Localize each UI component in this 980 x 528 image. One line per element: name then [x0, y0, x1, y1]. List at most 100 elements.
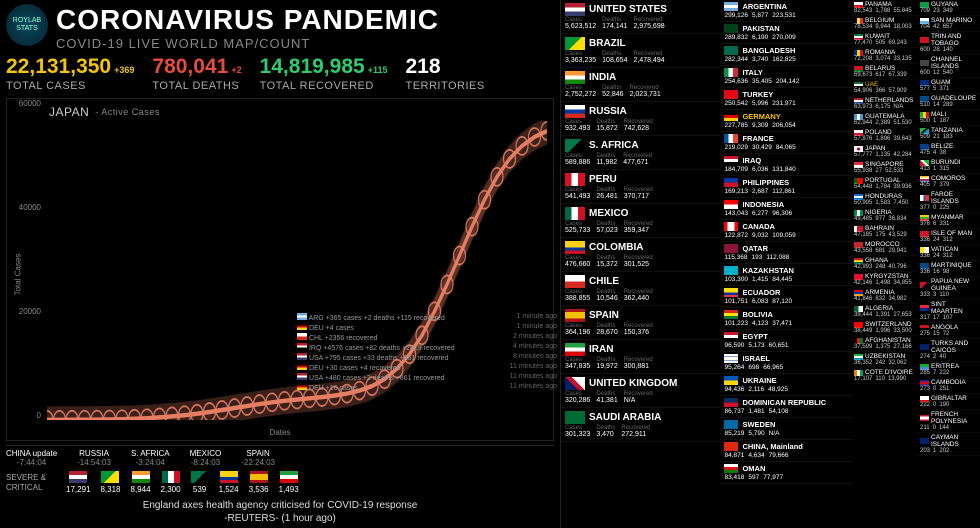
- flag-icon: [297, 323, 307, 330]
- country-row[interactable]: PORTUGAL54,4481,78439,936: [852, 176, 918, 192]
- country-row[interactable]: TANZANIA50921183: [918, 126, 980, 142]
- country-row[interactable]: SAUDI ARABIA Cases301,323Deaths3,470Reco…: [561, 408, 720, 442]
- country-row[interactable]: ANGOLA2751572: [918, 323, 980, 339]
- country-row[interactable]: BELARUS69,67361767,339: [852, 64, 918, 80]
- country-row[interactable]: PAKISTAN 289,8326,190270,009: [720, 22, 852, 44]
- country-row[interactable]: SWEDEN 85,2195,790N/A: [720, 418, 852, 440]
- country-row[interactable]: PHILIPPINES 169,2132,687112,861: [720, 176, 852, 198]
- feed-line: USA +795 cases +33 deaths +861 recovered…: [297, 352, 557, 362]
- country-row[interactable]: TURKEY 250,5425,996231,971: [720, 88, 852, 110]
- country-row[interactable]: KUWAIT77,47050569,243: [852, 32, 918, 48]
- flag-icon: [854, 194, 863, 200]
- country-row[interactable]: GERMANY 227,7859,309206,054: [720, 110, 852, 132]
- country-row[interactable]: BOLIVIA 101,2234,12337,471: [720, 308, 852, 330]
- country-row[interactable]: TRIN AND TOBAGO60028140: [918, 32, 980, 55]
- country-list[interactable]: UNITED STATES Cases5,623,512Deaths174,14…: [560, 0, 980, 528]
- country-row[interactable]: UNITED KINGDOM Cases320,286Deaths41,381R…: [561, 374, 720, 408]
- country-row[interactable]: OMAN 83,41859777,977: [720, 462, 852, 484]
- severe-item: 1,493: [279, 471, 299, 494]
- country-row[interactable]: CHINA, Mainland 84,8714,63479,666: [720, 440, 852, 462]
- country-row[interactable]: CHANNEL ISLANDS60012540: [918, 55, 980, 78]
- country-row[interactable]: GHANA42,99324840,796: [852, 256, 918, 272]
- country-row[interactable]: ISLE OF MAN33624312: [918, 229, 980, 245]
- flag-icon: [297, 353, 307, 360]
- country-row[interactable]: NIGERIA49,48597736,834: [852, 208, 918, 224]
- country-row[interactable]: EGYPT 96,5905,17360,651: [720, 330, 852, 352]
- country-row[interactable]: INDIA Cases2,752,272Deaths52,846Recovere…: [561, 68, 720, 102]
- severe-label: SEVERE & CRITICAL: [6, 473, 56, 492]
- country-row[interactable]: MEXICO Cases525,733Deaths57,023Recovered…: [561, 204, 720, 238]
- country-row[interactable]: ALGERIA39,4441,39127,653: [852, 304, 918, 320]
- country-name: GUAM: [931, 79, 951, 86]
- country-row[interactable]: ECUADOR 101,7516,08387,120: [720, 286, 852, 308]
- country-row[interactable]: COTE D'IVOIRE17,10711013,990: [852, 368, 918, 384]
- country-name: CHILE: [589, 276, 619, 287]
- country-row[interactable]: GUADELOUPE51014289: [918, 94, 980, 110]
- country-row[interactable]: GUAM5775371: [918, 78, 980, 94]
- country-row[interactable]: FRENCH POLYNESIA2110144: [918, 410, 980, 433]
- country-row[interactable]: GUYANA70923349: [918, 0, 980, 16]
- flag-icon: [854, 338, 863, 344]
- country-row[interactable]: ROMANIA72,2083,07433,135: [852, 48, 918, 64]
- country-row[interactable]: CHILE Cases388,855Deaths10,546Recovered3…: [561, 272, 720, 306]
- country-row[interactable]: GUATEMALA62,9442,38951,530: [852, 112, 918, 128]
- country-row[interactable]: POLAND57,8761,89639,643: [852, 128, 918, 144]
- country-row[interactable]: ITALY 254,63635,405204,142: [720, 66, 852, 88]
- country-row[interactable]: MOROCCO43,55868129,941: [852, 240, 918, 256]
- country-row[interactable]: ISRAEL 95,26469866,965: [720, 352, 852, 374]
- country-row[interactable]: BANGLADESH 282,3443,740162,825: [720, 44, 852, 66]
- country-row[interactable]: BELIZE475438: [918, 142, 980, 158]
- country-row[interactable]: BAHRAIN47,18517543,529: [852, 224, 918, 240]
- country-row[interactable]: SAN MARINO70442657: [918, 16, 980, 32]
- flag-icon: [297, 333, 307, 340]
- flag-icon: [724, 222, 738, 231]
- country-row[interactable]: DOMINICAN REPUBLIC 86,7371,48154,108: [720, 396, 852, 418]
- country-row[interactable]: SWITZERLAND38,4491,99633,500: [852, 320, 918, 336]
- country-name: CHANNEL ISLANDS: [931, 56, 978, 70]
- country-row[interactable]: TURKS AND CAICOS274240: [918, 339, 980, 362]
- country-row[interactable]: AFGHANISTAN37,5991,37527,166: [852, 336, 918, 352]
- country-row[interactable]: KAZAKHSTAN 103,3001,41584,445: [720, 264, 852, 286]
- country-row[interactable]: MALI5001187: [918, 110, 980, 126]
- country-row[interactable]: MARTINIQUE3361698: [918, 261, 980, 277]
- country-row[interactable]: S. AFRICA Cases589,886Deaths11,982Recove…: [561, 136, 720, 170]
- country-name: NETHERLANDS: [865, 97, 913, 104]
- country-row[interactable]: HONDURAS50,9951,5837,450: [852, 192, 918, 208]
- country-row[interactable]: SPAIN Cases364,196Deaths28,670Recovered1…: [561, 306, 720, 340]
- country-row[interactable]: FRANCE 219,02930,42984,065: [720, 132, 852, 154]
- country-row[interactable]: VATICAN33624312: [918, 245, 980, 261]
- country-row[interactable]: MYANMAR3766331: [918, 213, 980, 229]
- country-row[interactable]: FAROE ISLANDS3770225: [918, 190, 980, 213]
- country-row[interactable]: RUSSIA Cases932,493Deaths15,872Recovered…: [561, 102, 720, 136]
- country-row[interactable]: ARGENTINA 299,1265,877223,531: [720, 0, 852, 22]
- country-row[interactable]: NETHERLANDS63,9736,175N/A: [852, 96, 918, 112]
- country-row[interactable]: GIBRALTAR2220190: [918, 394, 980, 410]
- country-row[interactable]: IRAQ 184,7096,036131,840: [720, 154, 852, 176]
- country-row[interactable]: COLOMBIA Cases476,660Deaths15,372Recover…: [561, 238, 720, 272]
- country-row[interactable]: KYRGYZSTAN42,1461,49834,855: [852, 272, 918, 288]
- flag-icon: [297, 363, 307, 370]
- country-row[interactable]: PAPUA NEW GUINEA3333110: [918, 277, 980, 300]
- country-row[interactable]: UKRAINE 94,4362,11648,925: [720, 374, 852, 396]
- country-row[interactable]: BURUNDI4131315: [918, 158, 980, 174]
- country-row[interactable]: QATAR 115,368193112,088: [720, 242, 852, 264]
- country-row[interactable]: CAMBODIA2730251: [918, 378, 980, 394]
- country-row[interactable]: UZBEKISTAN36,35224232,062: [852, 352, 918, 368]
- country-row[interactable]: SINGAPORE55,9382752,533: [852, 160, 918, 176]
- country-row[interactable]: PANAMA82,5431,78855,845: [852, 0, 918, 16]
- country-row[interactable]: UAE54,90636657,909: [852, 80, 918, 96]
- country-row[interactable]: IRAN Cases347,835Deaths19,972Recovered30…: [561, 340, 720, 374]
- country-row[interactable]: BRAZIL Cases3,363,235Deaths108,654Recove…: [561, 34, 720, 68]
- country-row[interactable]: CANADA 122,8729,032109,059: [720, 220, 852, 242]
- country-row[interactable]: SINT MAARTEN31717107: [918, 300, 980, 323]
- country-row[interactable]: ERITREA2857222: [918, 362, 980, 378]
- country-row[interactable]: PERU Cases541,493Deaths26,481Recovered37…: [561, 170, 720, 204]
- country-row[interactable]: CAYMAN ISLANDS2031202: [918, 433, 980, 456]
- country-row[interactable]: BELGIUM78,5349,94418,003: [852, 16, 918, 32]
- country-row[interactable]: ARMENIA41,84683234,982: [852, 288, 918, 304]
- country-row[interactable]: COMOROS4057379: [918, 174, 980, 190]
- country-row[interactable]: INDONESIA 143,0436,27796,306: [720, 198, 852, 220]
- country-row[interactable]: JAPAN57,7771,13542,284: [852, 144, 918, 160]
- severe-item: 1,524: [219, 471, 239, 494]
- country-row[interactable]: UNITED STATES Cases5,623,512Deaths174,14…: [561, 0, 720, 34]
